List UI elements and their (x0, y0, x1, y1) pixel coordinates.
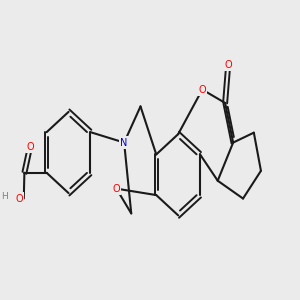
Text: O: O (224, 60, 232, 70)
Text: O: O (15, 194, 23, 203)
Text: O: O (199, 85, 206, 94)
Text: O: O (112, 184, 120, 194)
Text: O: O (26, 142, 34, 152)
Text: H: H (1, 192, 8, 201)
Text: N: N (121, 138, 128, 148)
